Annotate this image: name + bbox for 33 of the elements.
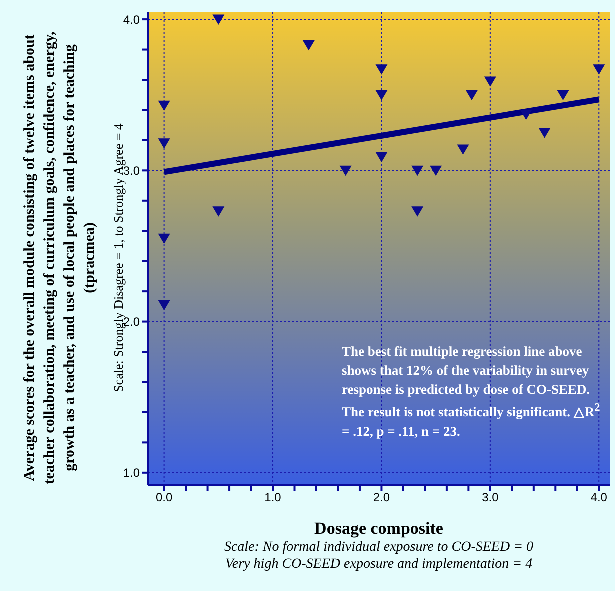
point [457,144,470,155]
point [412,166,424,176]
point [376,152,388,162]
y-tick-label: 1.0 [123,466,140,480]
x-axis-title: Dosage composite [314,519,444,539]
y-tick-label: 4.0 [123,12,140,27]
point [212,206,225,217]
x-tick-label: 0.0 [156,490,173,505]
text: Very high CO-SEED exposure and implementation = 4 [224,556,534,573]
text: Scale: No formal individual exposure to CO-SEED = 0 [223,539,535,556]
x-tick-label: 2.0 [373,490,390,505]
x-tick-label: 1.0 [264,490,282,505]
point [158,138,170,149]
point [158,300,170,311]
point [557,90,570,101]
point [466,90,478,101]
point [520,110,532,120]
point [538,128,551,138]
point [158,234,170,244]
point [376,64,388,75]
point [412,206,424,217]
text: The best fit multiple regression line above shows that 12% of the variability in survey response is predicted by dose of CO-SEED. The result is not statistically significant. △R$^{2}$ = .12, p = .11, n = 23. [342,344,600,438]
point [593,64,606,75]
point [340,166,352,176]
y-axis-title: Average scores for the overall module consisting of twelve items about teacher collaboration, meeting of curriculum goals, confidence, energy, growth as a teacher, and use of local people and places for teaching (tpracmea) [21,30,99,486]
x-tick-label: 3.0 [482,490,500,505]
point [430,166,442,176]
x-tick-label: 4.0 [590,490,608,505]
point [158,100,170,112]
point [212,14,225,25]
point [376,90,388,101]
point [484,76,496,87]
point [302,40,315,51]
